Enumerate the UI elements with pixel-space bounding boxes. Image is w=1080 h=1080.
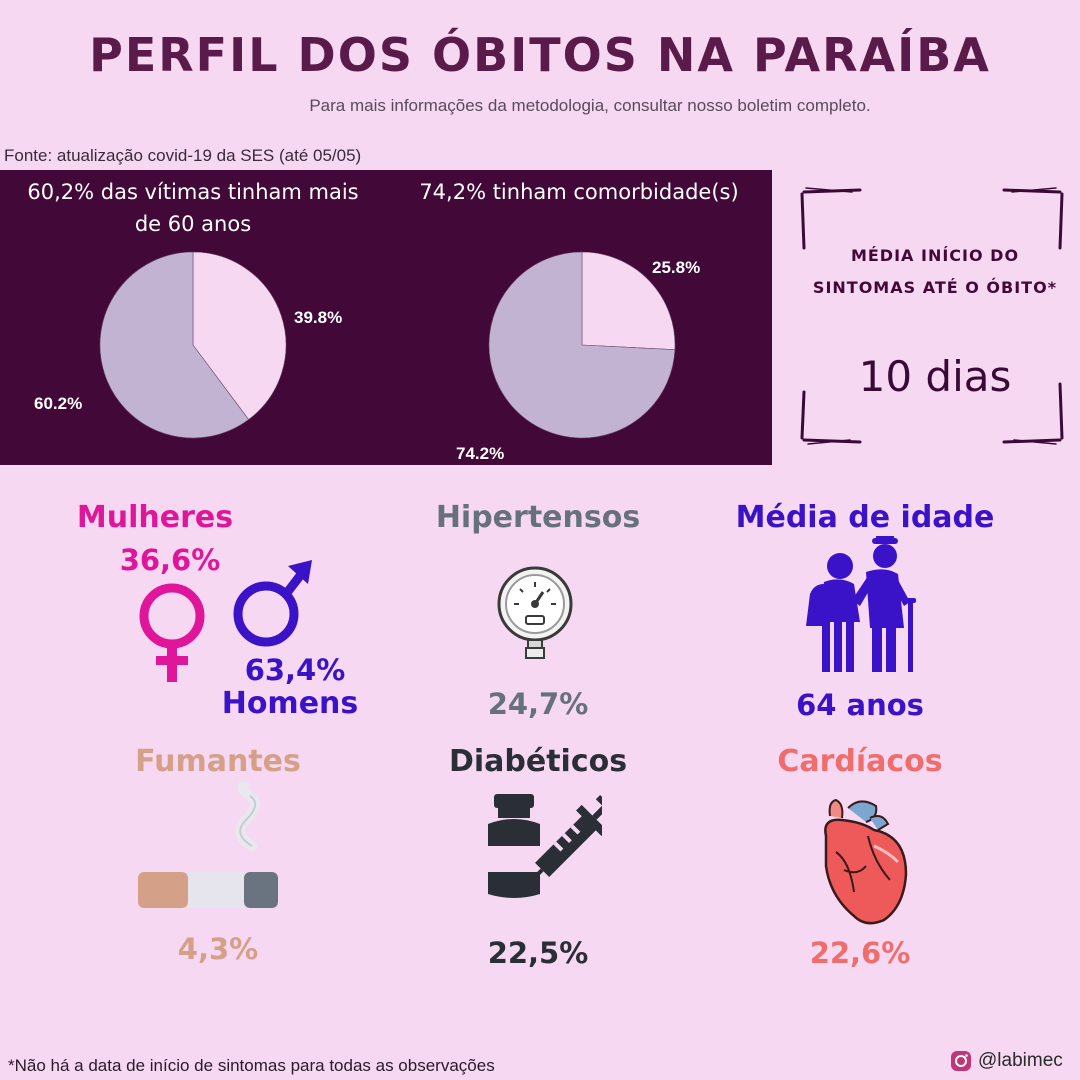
elderly-couple-icon [806, 536, 916, 672]
male-icon [233, 560, 312, 647]
female-icon [139, 583, 205, 682]
pie-1-title-line1: 60,2% das vítimas tinham mais [27, 180, 359, 204]
pressure-gauge-icon [497, 566, 573, 659]
pie-2-slice-2 [488, 251, 676, 439]
page-title: PERFIL DOS ÓBITOS NA PARAÍBA [89, 28, 991, 82]
instagram-handle-text: @labimec [978, 1050, 1063, 1071]
symptom-box-title-line2: SINTOMAS ATÉ O ÓBITO* [812, 278, 1058, 297]
instagram-handle[interactable]: @labimec [950, 1050, 1063, 1072]
men-label: Homens [221, 686, 359, 721]
cigarette-icon [138, 782, 278, 908]
page-subtitle: Para mais informações da metodologia, co… [309, 96, 871, 115]
pie-2-title: 74,2% tinham comorbidade(s) [419, 180, 739, 204]
diabetics-value: 22,5% [487, 936, 589, 970]
source-note: Fonte: atualização covid-19 da SES (até … [4, 146, 362, 165]
pie-comorbidity [488, 251, 676, 439]
symptom-box-frame [800, 187, 1064, 445]
age-label: Média de idade [735, 500, 995, 535]
pie-2-label-large: 74.2% [456, 444, 505, 463]
hypertension-value: 24,7% [487, 687, 589, 721]
vaccine-icon [488, 794, 602, 898]
pie-panel: 60,2% das vítimas tinham mais de 60 anos… [0, 170, 772, 465]
pie-1-label-small: 39.8% [294, 308, 343, 327]
age-value: 64 anos [796, 688, 924, 722]
symptom-box-title: MÉDIA INÍCIO DO SINTOMAS ATÉ O ÓBITO* [790, 240, 1080, 304]
cardiac-value: 22,6% [809, 936, 911, 970]
pie-age [99, 251, 287, 439]
symptom-box-title-line1: MÉDIA INÍCIO DO [850, 246, 1020, 265]
smokers-value: 4,3% [177, 932, 259, 966]
pie-1-slice-2 [99, 251, 250, 439]
instagram-icon [951, 1051, 971, 1071]
women-value: 36,6% [119, 543, 221, 577]
pie-1-label-large: 60.2% [34, 394, 83, 413]
footnote: *Não há a data de início de sintomas par… [8, 1056, 495, 1075]
smokers-label: Fumantes [135, 744, 301, 779]
pie-2-slice-1 [581, 251, 676, 350]
diabetics-label: Diabéticos [448, 744, 628, 779]
pie-2-label-small: 25.8% [652, 258, 701, 277]
pie-1-title-line2: de 60 anos [134, 212, 252, 236]
hypertension-label: Hipertensos [435, 500, 641, 535]
women-label: Mulheres [76, 500, 234, 535]
cardiac-label: Cardíacos [777, 744, 943, 779]
pie-1-slice-1 [192, 251, 287, 420]
pie-charts [99, 251, 676, 439]
heart-icon [824, 798, 908, 925]
symptom-box-value: 10 dias [858, 352, 1012, 401]
men-value: 63,4% [244, 653, 346, 687]
pie-1-title: 60,2% das vítimas tinham mais de 60 anos [0, 176, 386, 240]
